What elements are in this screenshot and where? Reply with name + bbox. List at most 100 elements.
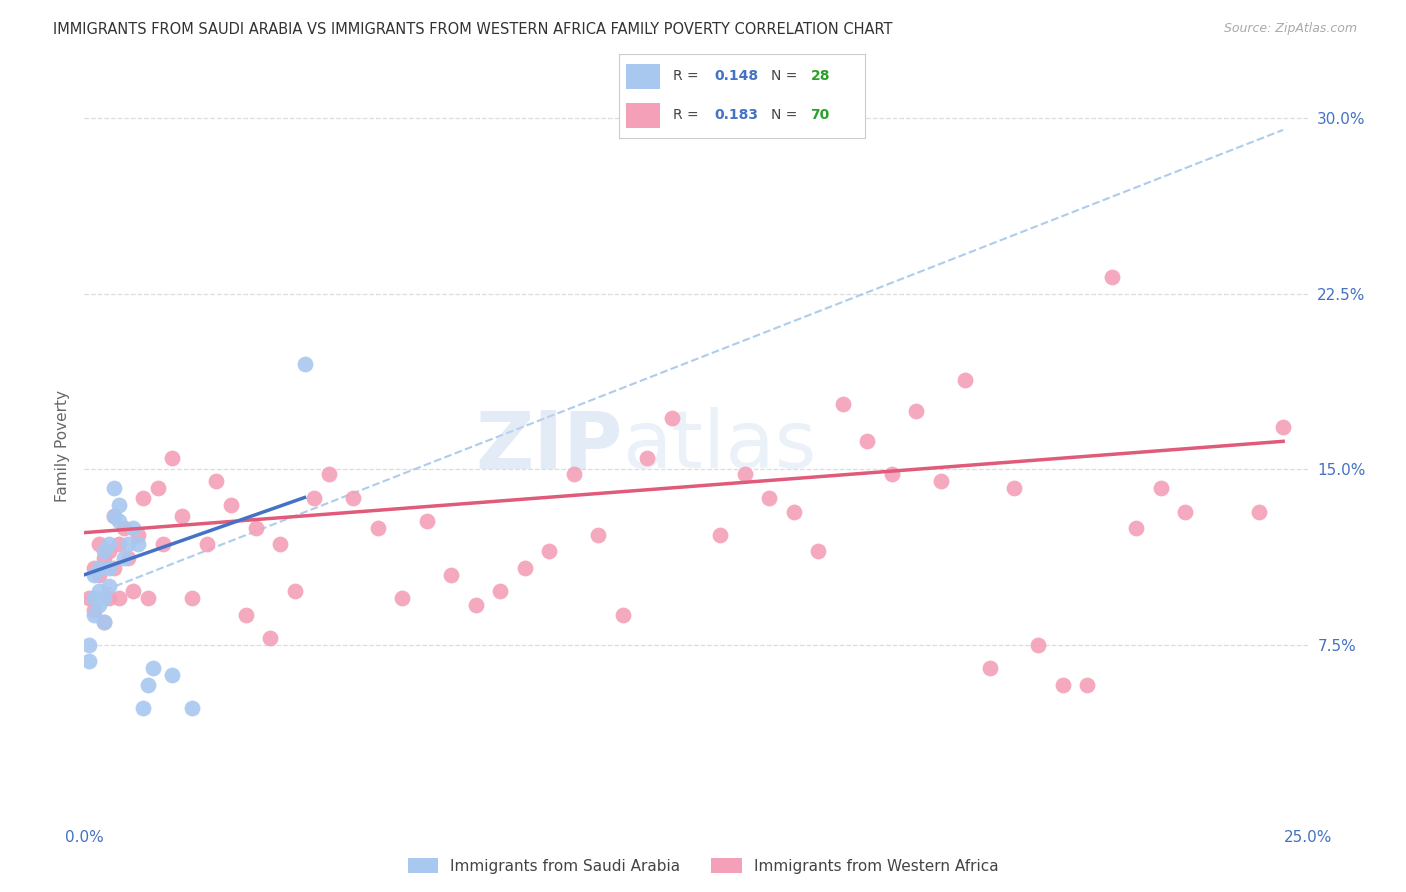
Point xyxy=(93,544,115,558)
Point xyxy=(1076,678,1098,692)
Legend: Immigrants from Saudi Arabia, Immigrants from Western Africa: Immigrants from Saudi Arabia, Immigrants… xyxy=(402,852,1004,880)
Point xyxy=(880,467,903,482)
Point xyxy=(132,701,155,715)
Point xyxy=(181,701,204,715)
Point xyxy=(1272,420,1295,434)
Point xyxy=(489,584,512,599)
Point xyxy=(538,544,561,558)
Point xyxy=(142,661,165,675)
Point xyxy=(97,544,120,558)
Y-axis label: Family Poverty: Family Poverty xyxy=(55,390,70,502)
Point xyxy=(1028,638,1050,652)
Point xyxy=(162,668,184,682)
Point xyxy=(87,599,110,613)
Point xyxy=(612,607,634,622)
Point xyxy=(1125,521,1147,535)
Point xyxy=(136,591,159,606)
Point xyxy=(103,561,125,575)
Point xyxy=(284,584,307,599)
Point xyxy=(93,551,115,566)
Point xyxy=(83,607,105,622)
Point xyxy=(152,537,174,551)
Point xyxy=(1150,481,1173,495)
Bar xyxy=(626,103,661,128)
Point xyxy=(195,537,218,551)
Point xyxy=(391,591,413,606)
Point xyxy=(661,411,683,425)
Point xyxy=(97,591,120,606)
Point xyxy=(636,450,658,465)
Point xyxy=(103,509,125,524)
Point xyxy=(929,474,952,488)
Point xyxy=(107,514,129,528)
Point xyxy=(464,599,486,613)
Point xyxy=(107,537,129,551)
Point xyxy=(122,584,145,599)
Point xyxy=(783,505,806,519)
Point xyxy=(294,357,316,371)
Text: 28: 28 xyxy=(810,70,830,83)
Point xyxy=(132,491,155,505)
Point xyxy=(87,537,110,551)
Point xyxy=(172,509,194,524)
Point xyxy=(87,567,110,582)
Point xyxy=(758,491,780,505)
Point xyxy=(136,678,159,692)
Point xyxy=(83,561,105,575)
Point xyxy=(162,450,184,465)
Point xyxy=(416,514,439,528)
Point xyxy=(586,528,609,542)
Point xyxy=(87,561,110,575)
Point xyxy=(181,591,204,606)
Point xyxy=(83,567,105,582)
Text: R =: R = xyxy=(672,70,703,83)
Point xyxy=(734,467,756,482)
Text: R =: R = xyxy=(672,109,703,122)
Text: 0.183: 0.183 xyxy=(714,109,759,122)
Point xyxy=(77,655,100,669)
Point xyxy=(93,615,115,629)
Point xyxy=(318,467,340,482)
Point xyxy=(905,404,928,418)
Point xyxy=(93,615,115,629)
Point xyxy=(107,498,129,512)
Text: Source: ZipAtlas.com: Source: ZipAtlas.com xyxy=(1223,22,1357,36)
Point xyxy=(87,584,110,599)
Point xyxy=(953,374,976,388)
Point xyxy=(107,591,129,606)
Point xyxy=(146,481,169,495)
Point xyxy=(83,591,105,606)
Text: atlas: atlas xyxy=(623,407,817,485)
Point xyxy=(83,603,105,617)
Point xyxy=(117,537,139,551)
Point xyxy=(97,537,120,551)
Point xyxy=(856,434,879,449)
Point xyxy=(513,561,536,575)
Point xyxy=(367,521,389,535)
Point xyxy=(117,551,139,566)
Point xyxy=(97,580,120,594)
Text: ZIP: ZIP xyxy=(475,407,623,485)
Point xyxy=(205,474,228,488)
Point xyxy=(77,638,100,652)
Point xyxy=(112,521,135,535)
Point xyxy=(1002,481,1025,495)
Point xyxy=(1052,678,1074,692)
Point xyxy=(562,467,585,482)
Point xyxy=(269,537,291,551)
Point xyxy=(93,591,115,606)
Text: N =: N = xyxy=(770,109,801,122)
Point xyxy=(127,537,149,551)
Point xyxy=(122,521,145,535)
Point xyxy=(259,631,281,645)
Point xyxy=(219,498,242,512)
Text: 70: 70 xyxy=(810,109,830,122)
Bar xyxy=(626,63,661,89)
Point xyxy=(127,528,149,542)
Point xyxy=(235,607,257,622)
Point xyxy=(103,509,125,524)
Point xyxy=(1247,505,1270,519)
Point xyxy=(1174,505,1197,519)
Text: N =: N = xyxy=(770,70,801,83)
Point xyxy=(979,661,1001,675)
